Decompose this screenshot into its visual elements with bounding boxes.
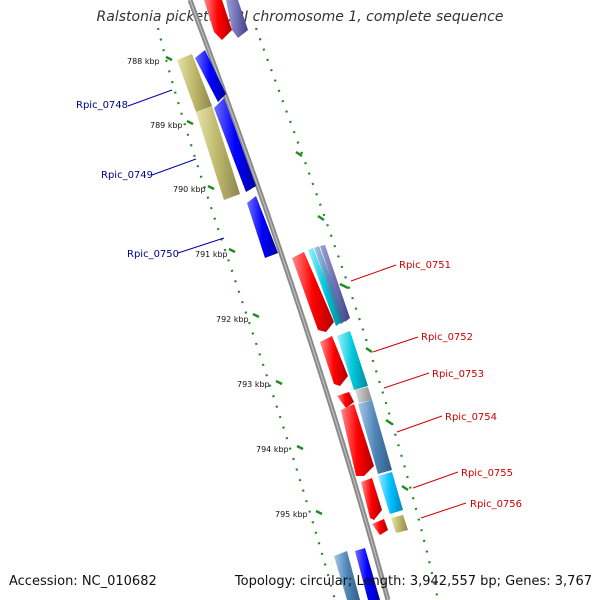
tick-label: 788 kbp [127,57,160,66]
feature-rpic-0754-cds[interactable] [341,404,374,476]
feature-rpic-0752-cyan[interactable] [337,331,368,390]
gc-content-track [254,27,440,600]
tick-label: 793 kbp [237,380,270,389]
gc-content-marks [295,150,409,492]
feature-rpic-0755-sky[interactable] [378,472,403,514]
feature-rpic-0749-olive[interactable] [196,106,240,200]
ruler-tick-labels: 788 kbp 789 kbp 790 kbp 791 kbp 792 kbp … [127,57,308,519]
feature-rpic-0748-olive[interactable] [177,54,212,112]
gene-label-rpic-0751[interactable]: Rpic_0751 [399,260,451,271]
gene-label-rpic-0748[interactable]: Rpic_0748 [76,100,128,111]
gene-label-rpic-0755[interactable]: Rpic_0755 [461,468,513,479]
feature-rpic-0752-cds[interactable] [320,336,348,386]
gene-label-rpic-0752[interactable]: Rpic_0752 [421,332,473,343]
tick-label: 795 kbp [275,510,308,519]
feature-rpic-0755-cds[interactable] [361,478,382,520]
feature-rpic-0756-cds[interactable] [372,519,388,535]
feature-rpic-0756-olive[interactable] [391,515,408,533]
feature-rpic-0753-gray[interactable] [355,387,372,403]
feature-rpic-0753-cds[interactable] [337,392,354,408]
tick-label: 791 kbp [195,250,228,259]
feature-rpic-0749-cds[interactable] [214,98,256,192]
tick-label: 789 kbp [150,121,183,130]
bottom-partial-features [334,548,380,600]
feature-rpic-0751-stripes[interactable] [308,245,350,326]
gene-label-rpic-0749[interactable]: Rpic_0749 [101,170,153,181]
feature-rpic-0750-cds[interactable] [247,196,278,258]
ruler-tick-marks [165,55,323,516]
tick-label: 794 kbp [256,445,289,454]
gene-label-rpic-0753[interactable]: Rpic_0753 [432,369,484,380]
gene-label-rpic-0756[interactable]: Rpic_0756 [470,499,522,510]
accession-text: Accession: NC_010682 [9,574,157,589]
feature-rpic-0748-cds[interactable] [195,50,226,102]
feature-rpic-0751-cds[interactable] [292,252,334,332]
top-partial-features [204,0,248,40]
tick-label: 792 kbp [216,315,249,324]
gene-label-rpic-0750[interactable]: Rpic_0750 [127,249,179,260]
ruler-track [156,27,337,600]
tick-label: 790 kbp [173,185,206,194]
feature-rpic-0754-steel[interactable] [358,400,392,474]
topology-summary-text: Topology: circular; Length: 3,942,557 bp… [234,574,592,589]
right-gene-labels: Rpic_0751 Rpic_0752 Rpic_0753 Rpic_0754 … [350,260,522,519]
gene-label-rpic-0754[interactable]: Rpic_0754 [445,412,497,423]
left-gene-labels: Rpic_0748 Rpic_0749 Rpic_0750 [76,89,225,260]
